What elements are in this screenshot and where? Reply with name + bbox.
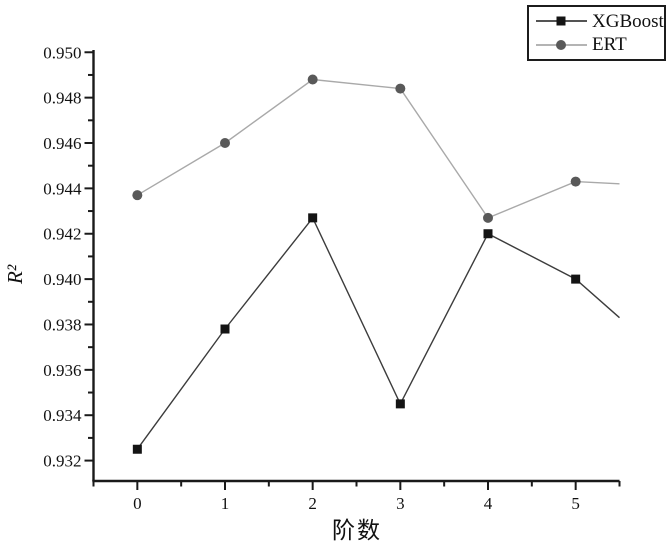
svg-text:5: 5 [571,494,580,513]
x-axis-label: 阶数 [332,518,382,543]
svg-text:0.934: 0.934 [43,406,82,425]
svg-text:4: 4 [484,494,493,513]
svg-text:0.936: 0.936 [43,361,81,380]
legend: XGBoost ERT [527,5,666,61]
svg-text:0.938: 0.938 [43,315,81,334]
ert-line-marker-icon [536,39,587,50]
svg-text:0.948: 0.948 [43,89,81,108]
svg-text:0.950: 0.950 [43,43,81,62]
svg-text:3: 3 [396,494,405,513]
svg-text:0.940: 0.940 [43,270,81,289]
legend-item-ert: ERT [535,35,664,54]
y-axis-label: R² [3,264,27,284]
svg-text:0.932: 0.932 [43,452,81,471]
xgboost-line-marker-icon [536,16,587,26]
svg-text:0.942: 0.942 [43,225,81,244]
svg-text:0: 0 [133,494,142,513]
legend-label-ert: ERT [592,34,627,56]
svg-text:2: 2 [308,494,317,513]
svg-text:0.944: 0.944 [43,179,82,198]
legend-label-xgboost: XGBoost [592,10,664,32]
svg-text:0.946: 0.946 [43,134,81,153]
legend-item-xgboost: XGBoost [535,12,664,31]
svg-text:1: 1 [221,494,230,513]
